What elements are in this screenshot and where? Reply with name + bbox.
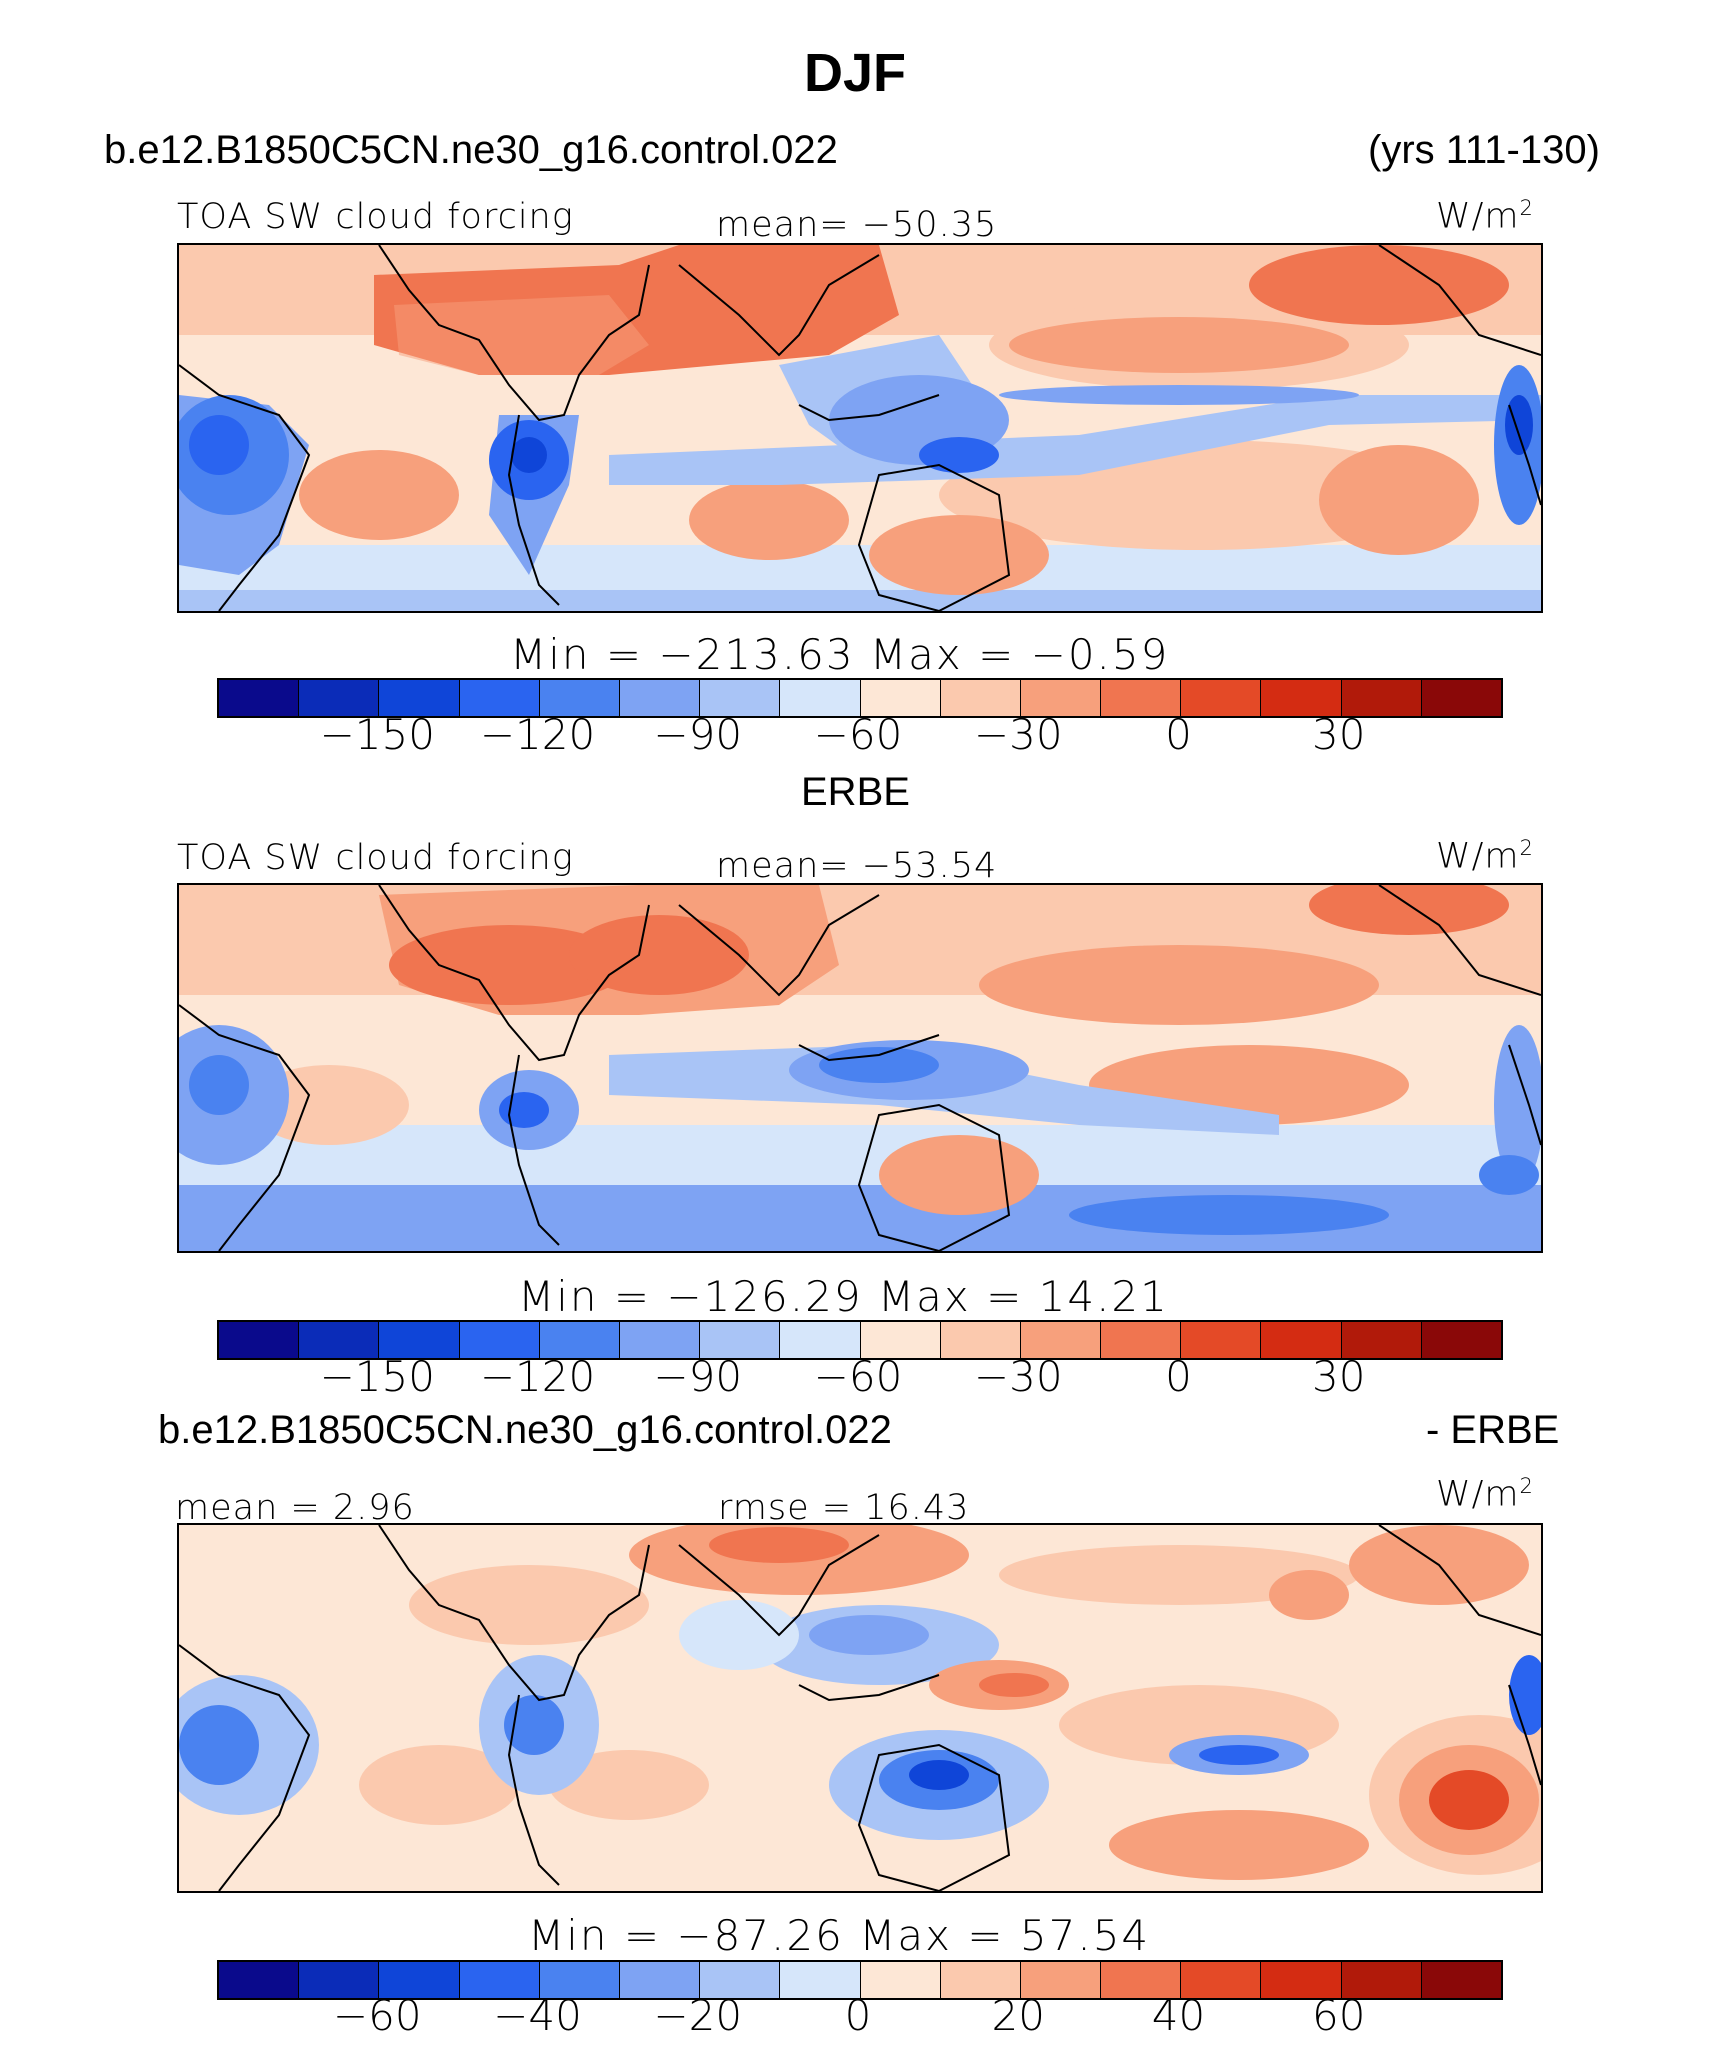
panel2-map [177, 883, 1543, 1253]
panel1-mean-label: mean= −50.35 [716, 205, 998, 245]
colorbar-swatch [539, 1322, 620, 1358]
colorbar-swatch [1020, 680, 1102, 716]
colorbar-swatch [219, 1962, 300, 1998]
colorbar-swatch [379, 1962, 460, 1998]
colorbar-tick-label: 0 [1165, 1352, 1192, 1401]
colorbar-swatch [780, 680, 861, 716]
colorbar-swatch [940, 1962, 1021, 1998]
colorbar-swatch [1020, 1322, 1102, 1358]
colorbar-swatch [940, 680, 1021, 716]
case-name: b.e12.B1850C5CN.ne30_g16.control.022 [104, 128, 838, 172]
colorbar-tick-label: −90 [653, 1352, 743, 1401]
colorbar-swatch [940, 1322, 1021, 1358]
colorbar-tick-label: −150 [319, 710, 435, 759]
colorbar-swatch [860, 680, 941, 716]
colorbar-swatch [1341, 1322, 1422, 1358]
colorbar-swatch [459, 680, 540, 716]
panel3-subtitle-case: b.e12.B1850C5CN.ne30_g16.control.022 [158, 1408, 892, 1452]
panel3-subtitle-obs: - ERBE [1426, 1408, 1560, 1452]
colorbar-tick-label: 20 [991, 1991, 1045, 2040]
colorbar-tick-label: 30 [1312, 1352, 1366, 1401]
panel2-min-max: Min = −126.29 Max = 14.21 [518, 1272, 1169, 1321]
colorbar-swatch [459, 1962, 540, 1998]
panel3-rmse-label: rmse = 16.43 [718, 1488, 970, 1528]
panel3-min-max: Min = −87.26 Max = 57.54 [528, 1911, 1151, 1960]
colorbar-swatch [619, 1322, 701, 1358]
colorbar-swatch [860, 1322, 941, 1358]
colorbar-swatch [780, 1962, 861, 1998]
colorbar-tick-label: −60 [813, 710, 903, 759]
colorbar-swatch [299, 1322, 380, 1358]
colorbar-tick-label: 30 [1312, 710, 1366, 759]
colorbar-swatch [1421, 1322, 1501, 1358]
panel2-subtitle: ERBE [801, 770, 910, 814]
panel1-map [177, 243, 1543, 613]
colorbar-swatch [1421, 680, 1501, 716]
colorbar-tick-label: 0 [1165, 710, 1192, 759]
panel2-mean-label: mean= −53.54 [716, 846, 998, 886]
panel1-units: W/m2 [1436, 196, 1534, 237]
panel2-colorbar [217, 1320, 1503, 1360]
panel1-min-max: Min = −213.63 Max = −0.59 [510, 630, 1170, 679]
colorbar-swatch [379, 680, 460, 716]
colorbar-tick-label: −30 [973, 710, 1063, 759]
colorbar-swatch [619, 1962, 701, 1998]
colorbar-swatch [459, 1322, 540, 1358]
colorbar-swatch [1101, 1962, 1182, 1998]
colorbar-tick-label: −30 [973, 1352, 1063, 1401]
colorbar-tick-label: −60 [332, 1991, 422, 2040]
colorbar-swatch [1261, 1962, 1342, 1998]
panel3-mean-label: mean = 2.96 [175, 1488, 415, 1528]
colorbar-swatch [219, 1322, 300, 1358]
panel3-map [177, 1523, 1543, 1893]
colorbar-swatch [539, 1962, 620, 1998]
colorbar-tick-label: −150 [319, 1352, 435, 1401]
colorbar-swatch [700, 680, 781, 716]
panel1-colorbar-ticks: −150 −120 −90 −60 −30 0 30 [217, 710, 1499, 760]
colorbar-swatch [1181, 1322, 1262, 1358]
colorbar-swatch [219, 680, 300, 716]
colorbar-swatch [860, 1962, 941, 1998]
figure-title: DJF [803, 43, 906, 103]
colorbar-swatch [1341, 680, 1422, 716]
panel3-colorbar [217, 1960, 1503, 2000]
panel1-variable-label: TOA SW cloud forcing [177, 197, 574, 237]
panel2-variable-label: TOA SW cloud forcing [177, 838, 574, 878]
colorbar-swatch [539, 680, 620, 716]
colorbar-tick-label: −20 [653, 1991, 743, 2040]
colorbar-swatch [299, 680, 380, 716]
colorbar-tick-label: −120 [479, 1352, 596, 1401]
colorbar-tick-label: −120 [479, 710, 596, 759]
colorbar-swatch [700, 1962, 781, 1998]
colorbar-swatch [1020, 1962, 1102, 1998]
colorbar-swatch [1101, 680, 1182, 716]
colorbar-tick-label: −40 [493, 1991, 582, 2040]
colorbar-swatch [700, 1322, 781, 1358]
panel1-colorbar [217, 678, 1503, 718]
colorbar-swatch [1181, 1962, 1262, 1998]
colorbar-swatch [1341, 1962, 1422, 1998]
panel2-colorbar-ticks: −150 −120 −90 −60 −30 0 30 [217, 1352, 1499, 1402]
colorbar-swatch [1101, 1322, 1182, 1358]
colorbar-swatch [619, 680, 701, 716]
years-range: (yrs 111-130) [1368, 128, 1600, 172]
panel3-units: W/m2 [1436, 1474, 1534, 1515]
colorbar-swatch [1181, 680, 1262, 716]
colorbar-swatch [299, 1962, 380, 1998]
colorbar-swatch [1261, 1322, 1342, 1358]
colorbar-swatch [780, 1322, 861, 1358]
colorbar-tick-label: −60 [813, 1352, 903, 1401]
panel3-colorbar-ticks: −60 −40 −20 0 20 40 60 [217, 1991, 1499, 2041]
colorbar-tick-label: −90 [653, 710, 743, 759]
colorbar-swatch [1421, 1962, 1501, 1998]
colorbar-tick-label: 40 [1151, 1991, 1206, 2040]
colorbar-tick-label: 0 [844, 1991, 872, 2040]
colorbar-tick-label: 60 [1312, 1991, 1366, 2040]
colorbar-swatch [1261, 680, 1342, 716]
colorbar-swatch [379, 1322, 460, 1358]
panel2-units: W/m2 [1436, 836, 1534, 877]
